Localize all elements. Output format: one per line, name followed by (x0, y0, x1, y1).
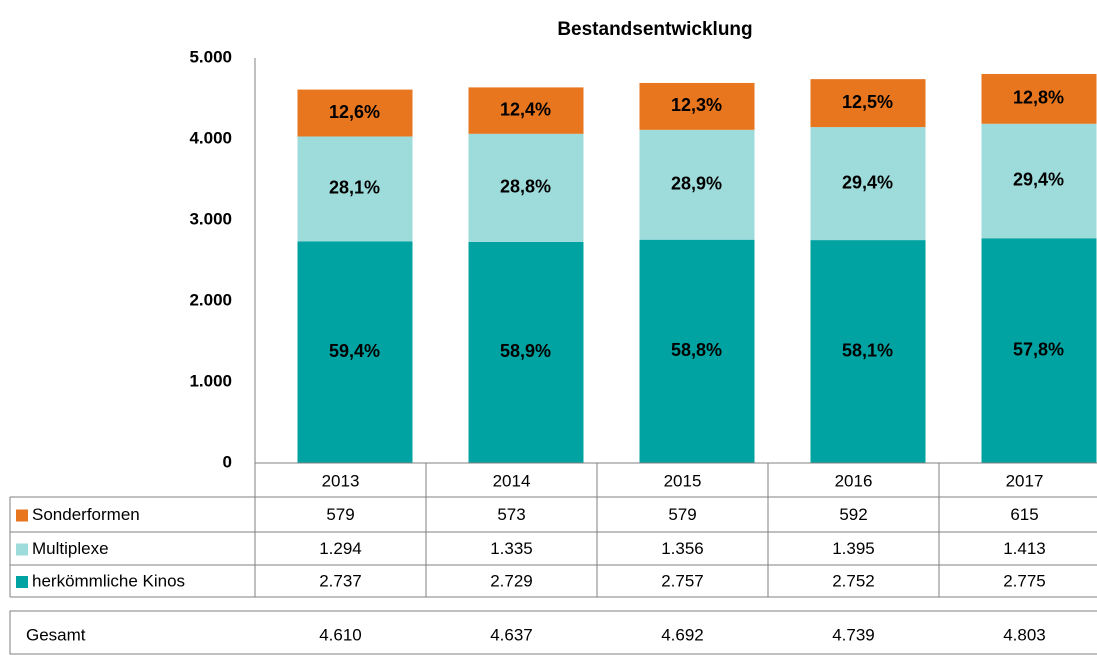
data-label: 58,8% (671, 340, 722, 360)
bar-segment (981, 123, 1097, 239)
x-tick-label: 2015 (664, 471, 702, 490)
data-label: 58,9% (500, 341, 551, 361)
legend-label: Sonderformen (32, 505, 140, 524)
chart-title: Bestandsentwicklung (557, 19, 752, 40)
table-cell: 2.729 (490, 571, 533, 590)
data-label: 29,4% (1013, 170, 1064, 190)
table-cell: 579 (668, 505, 696, 524)
data-label: 12,5% (842, 92, 893, 112)
table-cell: 1.294 (319, 539, 362, 558)
bar-segment (297, 241, 413, 463)
table-cell: 615 (1010, 505, 1038, 524)
bar-segment (810, 127, 926, 241)
data-label: 59,4% (329, 341, 380, 361)
table-cell: 2.757 (661, 571, 704, 590)
y-tick-label: 3.000 (189, 209, 232, 228)
y-tick-label: 4.000 (189, 128, 232, 147)
y-tick-label: 5.000 (189, 47, 232, 66)
table-cell: 1.395 (832, 539, 875, 558)
bar-segment (468, 87, 584, 134)
x-tick-label: 2016 (835, 471, 873, 490)
table-cell: 579 (326, 505, 354, 524)
bar-segment (639, 239, 755, 463)
x-tick-label: 2013 (322, 471, 360, 490)
bar-segment (639, 82, 755, 130)
data-label: 29,4% (842, 172, 893, 192)
data-label: 28,1% (329, 178, 380, 198)
legend-swatch (16, 509, 28, 522)
bar-segment (981, 238, 1097, 463)
data-label: 12,8% (1013, 88, 1064, 108)
table-cell: 573 (497, 505, 525, 524)
table-cell: 1.356 (661, 539, 704, 558)
table-cell: 1.335 (490, 539, 533, 558)
bar-segment (639, 129, 755, 240)
legend-label: Multiplexe (32, 539, 109, 558)
totals-cell: 4.637 (490, 625, 533, 644)
totals-box (9, 610, 1097, 655)
y-tick-label: 0 (223, 452, 232, 471)
table-cell: 1.413 (1003, 539, 1046, 558)
totals-label: Gesamt (26, 625, 86, 644)
bar-segment (981, 73, 1097, 124)
totals-cell: 4.692 (661, 625, 704, 644)
totals-cell: 4.739 (832, 625, 875, 644)
table-cell: 2.737 (319, 571, 362, 590)
bar-segment (810, 79, 926, 128)
bar-segment (468, 133, 584, 242)
data-label: 58,1% (842, 340, 893, 360)
y-tick-label: 1.000 (189, 371, 232, 390)
table-cell: 592 (839, 505, 867, 524)
totals-cell: 4.610 (319, 625, 362, 644)
data-label: 12,3% (671, 95, 722, 115)
bar-segment (297, 136, 413, 242)
bar-segment (810, 240, 926, 463)
x-tick-label: 2017 (1006, 471, 1044, 490)
legend-swatch (16, 576, 28, 588)
x-tick-label: 2014 (493, 471, 531, 490)
data-label: 12,6% (329, 102, 380, 122)
legend-label: herkömmliche Kinos (32, 571, 185, 590)
totals-cell: 4.803 (1003, 625, 1046, 644)
y-tick-label: 2.000 (189, 290, 232, 309)
legend-swatch (16, 543, 28, 556)
bar-segment (468, 241, 584, 463)
data-label: 28,8% (500, 177, 551, 197)
data-label: 57,8% (1013, 339, 1064, 359)
table-cell: 2.752 (832, 571, 875, 590)
data-label: 12,4% (500, 99, 551, 119)
bar-segment (297, 89, 413, 137)
table-cell: 2.775 (1003, 571, 1046, 590)
data-label: 28,9% (671, 174, 722, 194)
